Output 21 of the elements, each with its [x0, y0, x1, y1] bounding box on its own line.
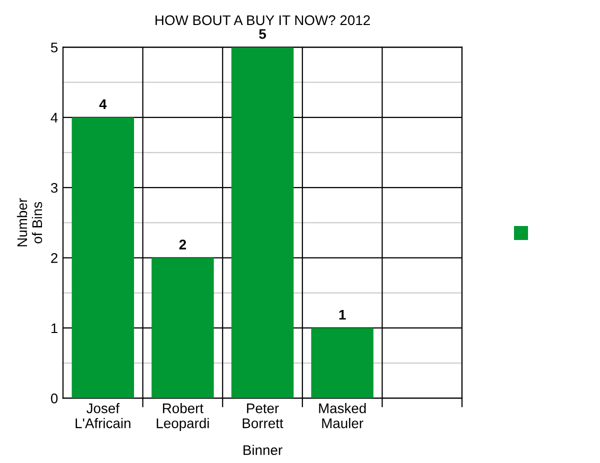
data-label: 1 [339, 310, 346, 320]
bar [152, 258, 214, 398]
data-label: 2 [179, 240, 186, 250]
x-axis-title: Binner [244, 444, 282, 456]
y-tick-label: 4 [50, 112, 58, 122]
data-label: 4 [99, 99, 107, 109]
y-tick-label: 3 [50, 182, 58, 193]
x-tick-label: Robert Leopardi [156, 403, 209, 431]
y-axis-title: Number of Bins [16, 198, 42, 246]
x-tick-label: Peter Borrett [242, 404, 284, 428]
bar [72, 117, 134, 398]
data-label: 5 [259, 29, 266, 39]
y-tick-label: 0 [50, 394, 58, 404]
bar [311, 328, 374, 398]
chart-title: HOW BOUT A BUY IT NOW? 2012 [156, 15, 370, 26]
x-tick-label: Josef L'Africain [76, 403, 130, 428]
bar [231, 47, 294, 398]
y-tick-label: 1 [51, 323, 58, 334]
y-tick-label: 2 [51, 253, 58, 263]
y-tick-label: 5 [50, 42, 58, 52]
x-tick-label: Masked Mauler [319, 403, 366, 428]
